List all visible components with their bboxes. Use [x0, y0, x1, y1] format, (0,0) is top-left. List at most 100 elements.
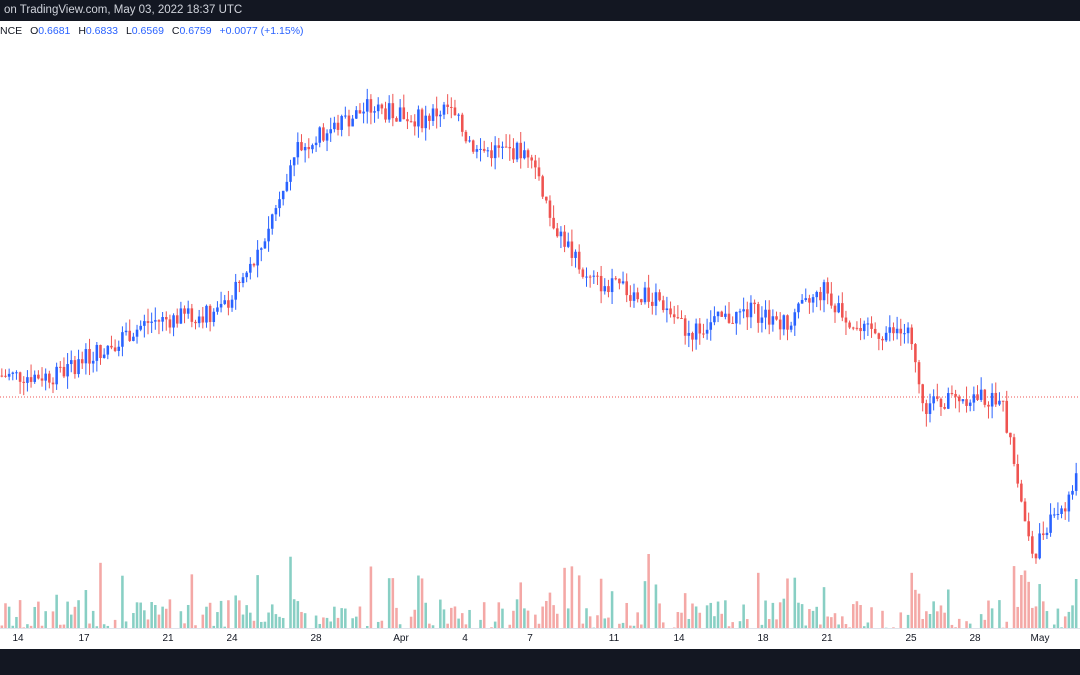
- candle: [69, 350, 73, 373]
- candle: [954, 389, 957, 409]
- candle: [943, 403, 946, 410]
- candle: [146, 308, 150, 335]
- candle-body: [398, 107, 402, 122]
- candle: [990, 383, 994, 419]
- candle: [219, 291, 223, 313]
- candle-body: [384, 108, 387, 120]
- candle-body: [526, 150, 530, 158]
- candle: [139, 320, 142, 332]
- volume-bar: [625, 602, 628, 649]
- candle: [333, 116, 336, 133]
- volume-bar: [552, 605, 555, 649]
- candle: [526, 148, 530, 168]
- candle-body: [179, 308, 183, 324]
- candle: [22, 376, 26, 396]
- candle: [892, 322, 895, 341]
- candle: [676, 305, 680, 320]
- candle-body: [508, 146, 512, 149]
- candle: [135, 324, 139, 344]
- candle-body: [296, 142, 300, 158]
- candle: [914, 342, 917, 373]
- candle-body: [530, 157, 533, 161]
- candle-body: [274, 208, 278, 215]
- volume-bar: [946, 589, 950, 649]
- candle-body: [830, 293, 833, 306]
- candle-body: [117, 346, 121, 351]
- candle: [906, 322, 910, 344]
- volume-bar: [548, 592, 552, 649]
- volume-bar: [1027, 581, 1030, 649]
- candle-body: [837, 303, 840, 313]
- candle: [212, 308, 216, 327]
- candle: [300, 134, 303, 152]
- candle: [884, 326, 888, 343]
- chart-pane[interactable]: NCE O0.6681 H0.6833 L0.6569 C0.6759 +0.0…: [0, 21, 1080, 649]
- candle-body: [738, 311, 742, 313]
- candle: [1071, 485, 1074, 500]
- candle-body: [303, 146, 307, 151]
- candle-body: [146, 321, 150, 323]
- candle-body: [899, 328, 903, 334]
- candle-body: [11, 372, 15, 374]
- candle-body: [380, 104, 384, 109]
- candle-body: [482, 148, 486, 151]
- candle: [760, 306, 764, 333]
- candle: [738, 308, 742, 325]
- candle-body: [62, 366, 66, 377]
- high-value: 0.6833: [85, 25, 119, 37]
- x-tick-label: 28: [969, 633, 981, 644]
- candle-body: [139, 325, 142, 330]
- candlestick-chart[interactable]: [0, 21, 1080, 649]
- candle: [194, 319, 197, 330]
- candle: [782, 314, 786, 336]
- candle: [687, 320, 691, 348]
- candle: [735, 311, 738, 335]
- volume-bar: [245, 605, 248, 649]
- candle-body: [263, 241, 267, 249]
- candle-body: [132, 336, 135, 341]
- candle: [154, 307, 157, 330]
- candle-body: [654, 292, 658, 306]
- candle-body: [862, 323, 866, 332]
- candle: [11, 371, 15, 381]
- candle-body: [1071, 490, 1074, 495]
- candle: [1049, 503, 1052, 537]
- candle: [519, 131, 523, 169]
- candle-body: [201, 316, 205, 323]
- candle-body: [270, 214, 274, 229]
- candle-body: [647, 287, 650, 302]
- candle-body: [55, 366, 58, 385]
- candle-body: [607, 286, 610, 293]
- candle-body: [910, 327, 914, 345]
- publish-info: on TradingView.com, May 03, 2022 18:37 U…: [4, 4, 243, 16]
- candle: [742, 297, 745, 319]
- candle-body: [460, 114, 464, 132]
- candle-body: [7, 373, 11, 377]
- candle: [486, 147, 490, 158]
- candle: [815, 290, 819, 308]
- candle: [88, 338, 91, 376]
- volume-bar: [1020, 575, 1023, 649]
- candle: [164, 311, 168, 331]
- volume-bar: [541, 606, 544, 649]
- candle-body: [1034, 553, 1038, 559]
- candle: [870, 316, 873, 338]
- volume-bar: [77, 600, 80, 649]
- volume-bar: [256, 575, 259, 649]
- candle: [515, 141, 519, 163]
- candle-body: [490, 150, 493, 159]
- candle: [274, 204, 278, 222]
- candle: [702, 323, 705, 339]
- volume-bar: [1016, 606, 1019, 649]
- candle-body: [1067, 494, 1071, 512]
- candle-body: [599, 275, 603, 292]
- candle-body: [493, 145, 497, 159]
- candle-body: [618, 278, 621, 284]
- time-axis[interactable]: 14 17 21 24 28 Apr 4 7 11 14 18 21 25 28 May: [0, 628, 1080, 650]
- candle-body: [987, 404, 990, 407]
- candle: [998, 392, 1001, 406]
- candle: [899, 318, 903, 346]
- candle-body: [596, 275, 599, 277]
- candle: [859, 318, 862, 341]
- candle-body: [1038, 533, 1041, 559]
